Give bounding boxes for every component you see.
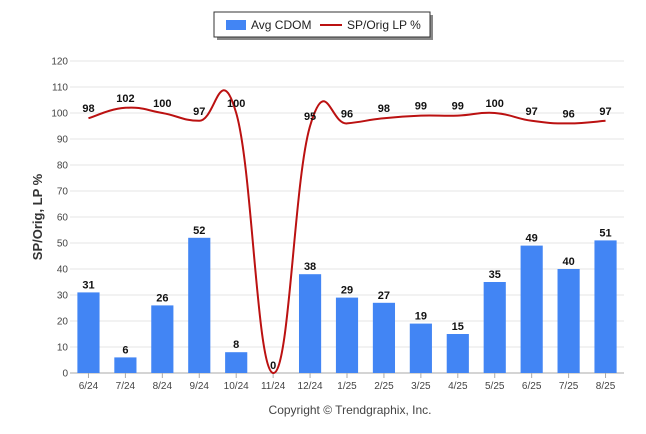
line-value-label: 100 xyxy=(153,98,171,110)
bar-value-label: 8 xyxy=(233,339,239,351)
line-value-label: 100 xyxy=(227,98,245,110)
y-tick-label: 120 xyxy=(51,57,68,68)
legend-swatch-bar xyxy=(226,20,246,30)
y-tick-label: 10 xyxy=(57,343,69,354)
bar xyxy=(225,352,248,373)
y-tick-label: 30 xyxy=(57,291,69,302)
bar-value-label: 35 xyxy=(489,269,501,281)
bar-value-label: 15 xyxy=(452,321,464,333)
x-tick-label: 1/25 xyxy=(337,381,357,392)
line-value-label: 98 xyxy=(82,103,94,115)
bar-value-label: 40 xyxy=(562,256,574,268)
bar xyxy=(446,334,469,373)
x-tick-label: 5/25 xyxy=(485,381,505,392)
x-tick-label: 6/24 xyxy=(79,381,99,392)
bar xyxy=(151,305,174,373)
line-value-label: 97 xyxy=(526,106,538,118)
bar-value-label: 51 xyxy=(599,227,611,239)
bar xyxy=(557,269,580,373)
bar-value-label: 52 xyxy=(193,225,205,237)
x-tick-label: 3/25 xyxy=(411,381,431,392)
y-axis-label: SP/Orig, LP % xyxy=(30,173,45,260)
line-value-label: 99 xyxy=(452,101,464,113)
line-series-path xyxy=(88,89,606,375)
bar-value-label: 29 xyxy=(341,285,353,297)
bar xyxy=(298,274,322,373)
line-value-label: 95 xyxy=(304,111,316,123)
line-value-label: 98 xyxy=(378,103,390,115)
line-value-label: 100 xyxy=(486,98,504,110)
bar xyxy=(409,323,432,373)
line-value-label: 96 xyxy=(562,108,574,120)
bar xyxy=(77,292,100,373)
x-tick-label: 10/24 xyxy=(224,381,249,392)
bar xyxy=(188,237,211,373)
y-tick-label: 100 xyxy=(51,109,68,120)
bar xyxy=(520,245,543,373)
bar-value-label: 6 xyxy=(122,344,128,356)
bar-value-label: 31 xyxy=(82,279,94,291)
bar-value-label: 0 xyxy=(270,360,276,372)
y-tick-label: 0 xyxy=(62,369,68,380)
x-tick-label: 7/24 xyxy=(116,381,136,392)
bar xyxy=(594,240,617,373)
y-tick-label: 20 xyxy=(57,317,69,328)
y-tick-label: 50 xyxy=(57,239,69,250)
bar xyxy=(483,282,506,373)
y-tick-label: 70 xyxy=(57,187,69,198)
bar-series xyxy=(77,237,617,373)
x-tick-label: 9/24 xyxy=(190,381,210,392)
y-axis: 0 10 20 30 40 50 60 70 80 90 100 110 120 xyxy=(51,57,68,380)
legend-label-bar: Avg CDOM xyxy=(251,18,311,32)
x-tick-label: 6/25 xyxy=(522,381,542,392)
legend: Avg CDOM SP/Orig LP % xyxy=(213,11,433,40)
x-tick-label: 8/24 xyxy=(153,381,173,392)
line-value-label: 97 xyxy=(599,106,611,118)
x-tick-label: 4/25 xyxy=(448,381,468,392)
copyright-text: Copyright © Trendgraphix, Inc. xyxy=(269,403,432,417)
bar-value-label: 38 xyxy=(304,261,316,273)
x-tick-label: 8/25 xyxy=(596,381,616,392)
bar-value-label: 26 xyxy=(156,292,168,304)
bar xyxy=(114,357,137,373)
bar-value-label: 19 xyxy=(415,311,427,323)
legend-label-line: SP/Orig LP % xyxy=(347,18,421,32)
x-tick-label: 2/25 xyxy=(374,381,394,392)
line-value-label: 96 xyxy=(341,108,353,120)
x-axis: 6/24 7/24 8/24 9/24 10/24 11/24 12/24 1/25 2/25 3… xyxy=(79,373,616,392)
y-tick-label: 80 xyxy=(57,161,69,172)
x-tick-label: 7/25 xyxy=(559,381,579,392)
line-value-label: 97 xyxy=(193,106,205,118)
x-tick-label: 12/24 xyxy=(298,381,323,392)
y-tick-label: 90 xyxy=(57,135,69,146)
bar xyxy=(335,297,359,373)
x-tick-label: 11/24 xyxy=(261,381,286,392)
line-value-label: 99 xyxy=(415,101,427,113)
line-value-label: 102 xyxy=(116,93,134,105)
y-tick-label: 60 xyxy=(57,213,69,224)
y-tick-label: 110 xyxy=(52,83,68,94)
bar-value-label: 49 xyxy=(526,233,538,245)
y-tick-label: 40 xyxy=(57,265,69,276)
bar-value-label: 27 xyxy=(378,290,390,302)
bar xyxy=(372,302,396,373)
data-labels: 31 6 26 52 8 0 38 29 27 19 15 35 49 40 51 98 102 100 97 100… xyxy=(82,93,611,372)
